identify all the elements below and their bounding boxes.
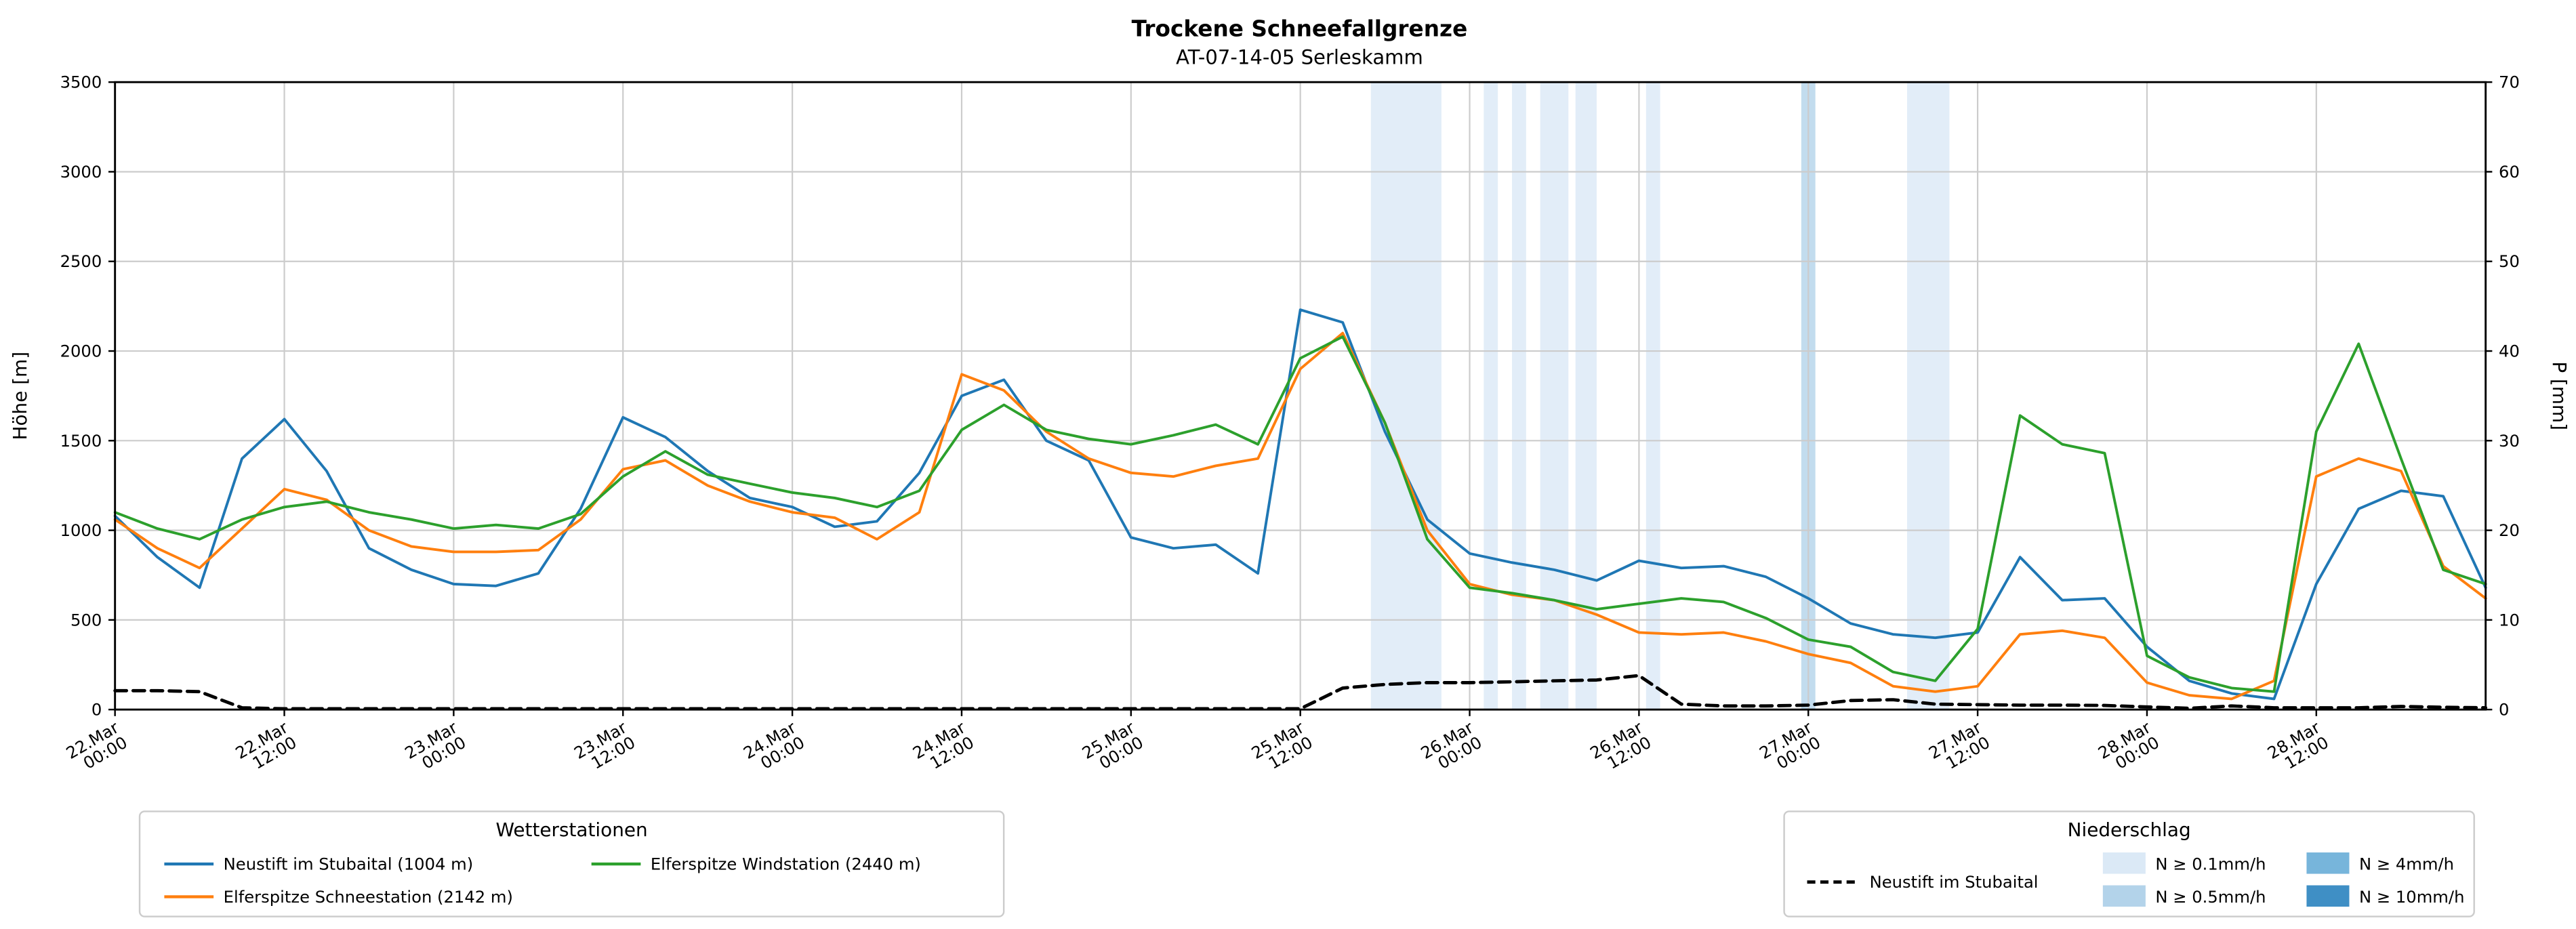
legend-precip-title: Niederschlag	[2068, 819, 2191, 841]
legend-precip-swatch	[2306, 885, 2350, 907]
legend-precip-line-label: Neustift im Stubaital	[1870, 872, 2039, 892]
y-left-tick-label: 3500	[60, 73, 102, 92]
y-left-tick-label: 2000	[60, 342, 102, 361]
x-tick-label: 28.Mar12:00	[2264, 718, 2332, 778]
y-right-axis-label: P [mm]	[2548, 361, 2571, 430]
legend-precip-items: N ≥ 0.1mm/h N ≥ 0.5mm/h N ≥ 4mm/h N ≥ 10mm/…	[2102, 852, 2464, 907]
legend-precip-swatch	[2102, 885, 2146, 907]
y-right-tick-label: 40	[2499, 342, 2520, 361]
x-tick-label: 24.Mar00:00	[740, 718, 808, 778]
precip-band	[1906, 82, 1950, 710]
y-left-tick-label: 3000	[60, 162, 102, 182]
x-tick-label: 27.Mar12:00	[1925, 718, 1993, 778]
y-right-tick-label: 30	[2499, 431, 2520, 451]
legend-precip-label: N ≥ 0.1mm/h	[2155, 854, 2266, 873]
precip-band	[1575, 82, 1597, 710]
y-right-tick-label: 50	[2499, 251, 2520, 271]
x-tick-label: 22.Mar12:00	[232, 718, 300, 778]
series-line-neustift-im-stubaital-1004-m	[113, 308, 2487, 701]
y-left-tick-label: 2500	[60, 251, 102, 271]
x-tick-label: 26.Mar00:00	[1417, 718, 1485, 778]
x-tick-label: 23.Mar00:00	[401, 718, 469, 778]
legend-precip-swatch	[2306, 852, 2350, 874]
precip-band	[1645, 82, 1660, 710]
legend-stations-box	[138, 810, 1005, 917]
legend-precip-label: N ≥ 4mm/h	[2359, 854, 2454, 873]
y-left-tick-label: 0	[91, 700, 102, 720]
legend-precip-swatch	[2102, 852, 2146, 874]
legend-station-label: Neustift im Stubaital (1004 m)	[224, 854, 474, 873]
y-left-axis-label: Höhe [m]	[9, 352, 31, 440]
y-left-tick-label: 1500	[60, 431, 102, 451]
legend-stations-title: Wetterstationen	[496, 819, 648, 841]
legend-stations-items: Neustift im Stubaital (1004 m) Elferspitz…	[164, 854, 921, 907]
y-left-tick-label: 1000	[60, 520, 102, 540]
x-tick-label: 23.Mar12:00	[571, 718, 638, 778]
legend-stations: Wetterstationen Neustift im Stubaital (1…	[138, 810, 1005, 917]
precip-band	[1484, 82, 1498, 710]
precip-band	[1512, 82, 1526, 710]
x-tick-label: 28.Mar00:00	[2095, 718, 2163, 778]
y-right-tick-label: 60	[2499, 162, 2520, 182]
x-tick-label: 27.Mar00:00	[1756, 718, 1824, 778]
x-tick-label: 22.Mar00:00	[62, 718, 130, 778]
y-right-tick-label: 0	[2499, 700, 2509, 720]
chart-subtitle: AT-07-14-05 Serleskamm	[1176, 46, 1423, 69]
gridlines-layer	[114, 81, 2486, 711]
y-right-tick-label: 70	[2499, 73, 2520, 92]
legend-precip: Niederschlag Neustift im Stubaital N ≥ 0…	[1783, 810, 2475, 917]
precip-band	[1540, 82, 1569, 710]
legend-precip-label: N ≥ 10mm/h	[2359, 887, 2464, 907]
y-right-ticks: 0 10 20 30 40 50 60 70	[2485, 73, 2520, 720]
series-line-elferspitze-schneestation-2142-m	[113, 331, 2487, 701]
chart-title: Trockene Schneefallgrenze	[1132, 16, 1468, 41]
y-right-tick-label: 20	[2499, 520, 2520, 540]
y-right-tick-label: 10	[2499, 610, 2520, 629]
y-left-ticks: 0 500 1000 1500 2000 2500 3000 3500	[60, 73, 115, 720]
x-tick-label: 25.Mar12:00	[1248, 718, 1315, 778]
legend-precip-label: N ≥ 0.5mm/h	[2155, 887, 2266, 907]
precip-bands-layer	[1370, 82, 1950, 710]
y-left-tick-label: 500	[70, 610, 102, 629]
precip-band	[1370, 82, 1442, 710]
x-tick-label: 24.Mar12:00	[909, 718, 977, 778]
legend-station-label: Elferspitze Schneestation (2142 m)	[224, 887, 513, 907]
x-tick-label: 25.Mar00:00	[1079, 718, 1147, 778]
x-tick-label: 26.Mar12:00	[1587, 718, 1654, 778]
legend-station-label: Elferspitze Windstation (2440 m)	[651, 854, 921, 873]
x-ticks: 22.Mar00:00 22.Mar12:00 23.Mar00:00 23.Mar1…	[62, 709, 2332, 778]
series-line-elferspitze-windstation-2440-m	[113, 335, 2487, 693]
